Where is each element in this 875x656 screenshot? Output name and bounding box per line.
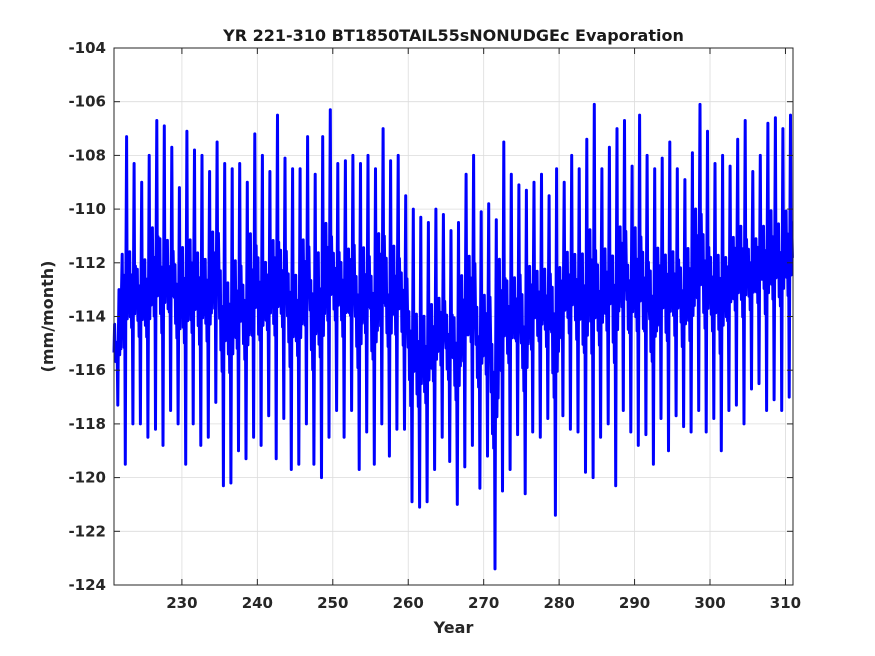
y-tick-label: -120	[68, 469, 106, 487]
y-axis-label: (mm/month)	[38, 261, 57, 373]
x-tick-label: 240	[242, 594, 273, 612]
x-tick-label: 290	[619, 594, 650, 612]
x-tick-label: 300	[694, 594, 725, 612]
y-tick-label: -110	[68, 200, 106, 218]
y-tick-label: -104	[68, 39, 106, 57]
x-tick-label: 260	[393, 594, 424, 612]
x-tick-label: 230	[166, 594, 197, 612]
y-tick-label: -112	[68, 254, 106, 272]
y-tick-label: -114	[68, 308, 106, 326]
x-axis-label: Year	[433, 618, 474, 637]
y-tick-label: -118	[68, 415, 106, 433]
x-tick-label: 310	[770, 594, 801, 612]
x-tick-label: 250	[317, 594, 348, 612]
data-series	[112, 102, 794, 571]
chart-title: YR 221-310 BT1850TAIL55sNONUDGEc Evapora…	[222, 26, 684, 45]
axis-ticks: 230 240 250 260 270 280 290 300 310 -124 -122 -120 -…	[68, 39, 801, 612]
x-tick-label: 270	[468, 594, 499, 612]
y-tick-label: -108	[68, 146, 106, 164]
evaporation-series-line	[112, 102, 794, 571]
y-tick-label: -124	[68, 576, 106, 594]
x-tick-label: 280	[543, 594, 574, 612]
y-tick-label: -106	[68, 93, 106, 111]
y-tick-label: -122	[68, 522, 106, 540]
y-tick-label: -116	[68, 361, 106, 379]
